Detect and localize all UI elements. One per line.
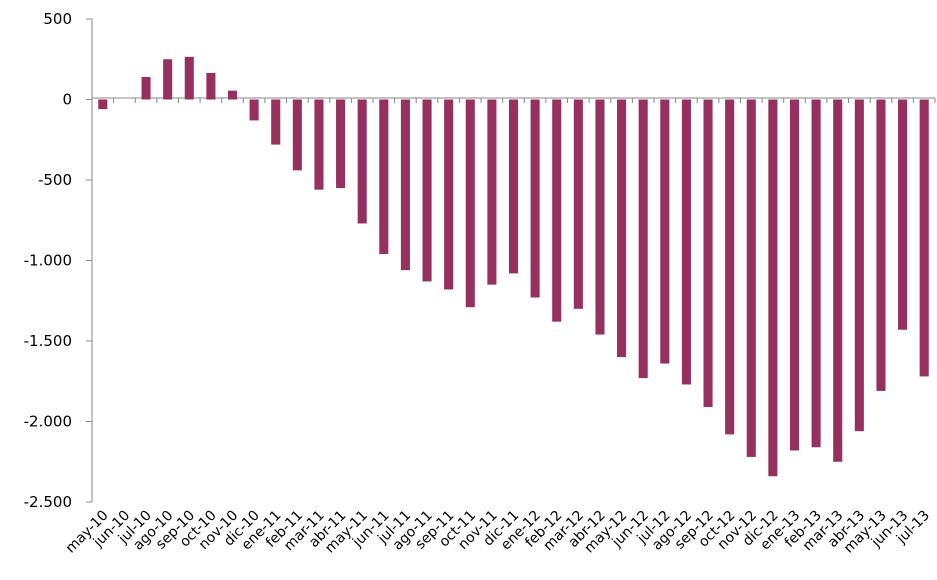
bar-ago-12 [681, 99, 691, 385]
bar-feb-13 [811, 99, 821, 448]
bar-ene-11 [271, 99, 281, 145]
bar-jul-12 [660, 99, 670, 364]
y-tick-label: -2.500 [24, 493, 72, 511]
y-tick-label: -1.000 [24, 252, 72, 270]
bar-dic-11 [508, 99, 519, 274]
x-axis-labels: may-10jun-10jul-10ago-10sep-10oct-10nov-… [63, 508, 933, 557]
bar-dic-10 [249, 99, 259, 121]
bar-ago-10 [163, 59, 173, 100]
y-tick-label: 500 [43, 10, 72, 28]
bar-abr-11 [336, 99, 346, 189]
bar-nov-12 [746, 99, 756, 457]
bar-jun-11 [379, 99, 389, 255]
bar-sep-12 [703, 99, 713, 408]
bar-abr-12 [595, 99, 605, 335]
bar-ene-12 [530, 99, 540, 298]
bar-sep-10 [184, 56, 194, 100]
y-tick-label: -2.000 [24, 413, 72, 431]
bar-may-10 [98, 99, 108, 110]
bar-feb-12 [552, 99, 562, 322]
bar-abr-13 [854, 99, 864, 432]
bar-feb-11 [292, 99, 302, 171]
bar-jun-13 [898, 99, 908, 330]
bar-ago-11 [422, 99, 432, 282]
y-tick-label: 0 [62, 91, 72, 109]
bar-jul-11 [400, 99, 410, 271]
chart-bars [98, 56, 929, 477]
bar-jul-10 [141, 76, 151, 100]
bar-nov-10 [227, 90, 238, 100]
y-axis-ticks: 500 0 -500 -1.000 -1.500 -2.000 -2.500 [24, 10, 92, 511]
bar-may-11 [357, 99, 367, 224]
bar-nov-11 [487, 99, 497, 285]
bar-jul-13 [919, 99, 929, 377]
bar-mar-13 [833, 99, 843, 462]
bar-oct-11 [465, 99, 475, 308]
bar-dic-12 [768, 99, 778, 477]
bar-oct-12 [725, 99, 735, 435]
bar-ene-13 [789, 99, 800, 451]
bar-mar-12 [573, 99, 583, 309]
bar-may-13 [876, 99, 886, 391]
y-tick-label: -1.500 [24, 332, 72, 350]
bar-oct-10 [206, 72, 216, 100]
bar-sep-11 [444, 99, 454, 290]
bar-jun-12 [638, 99, 648, 379]
bar-may-12 [617, 99, 627, 358]
y-tick-label: -500 [38, 171, 72, 189]
bar-mar-11 [314, 99, 324, 190]
